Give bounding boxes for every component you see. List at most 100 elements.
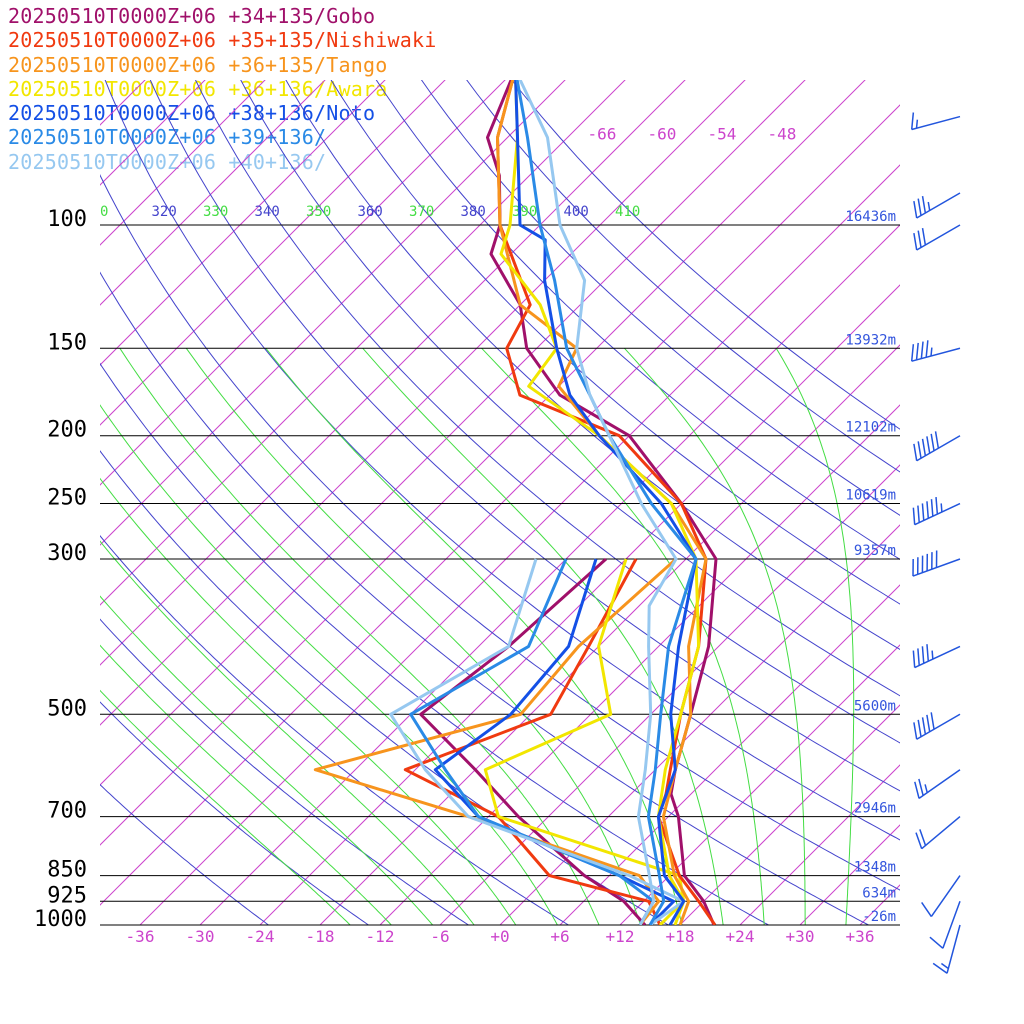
- wind-barb-staff: [916, 713, 961, 740]
- temperature-tick-label: -30: [186, 927, 215, 946]
- isotherm-line: [100, 80, 326, 306]
- isotherm-line: [319, 344, 900, 925]
- wind-barb-flag: [932, 962, 948, 974]
- isotherm-line: [859, 884, 900, 925]
- wind-barb-flag: [918, 778, 924, 796]
- moist-adiabat-line: [185, 348, 642, 925]
- temperature-profile-line: [486, 80, 718, 925]
- isotherm-line: [0, 0, 3, 940]
- temperature-tick-label: -36: [126, 927, 155, 946]
- wind-barb-flag: [921, 228, 927, 246]
- wind-barb-flag: [929, 936, 944, 949]
- moist-adiabat-line: [624, 347, 806, 925]
- isotherm-line: [100, 80, 266, 246]
- wind-barb-flag: [934, 431, 940, 449]
- wind-barb-staff: [911, 347, 961, 362]
- height-label: 9357m: [854, 543, 896, 559]
- wind-barb-flag: [917, 198, 922, 216]
- temperature-tick-label: -6: [430, 927, 449, 946]
- pressure-tick-label: 150: [47, 330, 87, 355]
- dry-adiabat-line: [100, 784, 270, 925]
- background-lines: [0, 0, 1024, 940]
- wind-barb-flag: [917, 719, 922, 737]
- wind-barb-staff: [918, 769, 961, 799]
- theta-label: 380: [461, 204, 486, 220]
- wind-barb: [912, 550, 961, 577]
- wind-barb: [910, 340, 961, 362]
- theta-label: 0: [100, 204, 108, 220]
- pressure-tick-label: 100: [47, 207, 87, 232]
- isotherm-line: [100, 80, 386, 366]
- wind-barb: [910, 112, 961, 131]
- wind-barb-flag: [914, 781, 920, 799]
- wind-barb-flag: [910, 344, 915, 362]
- wind-barb-flag: [926, 714, 931, 732]
- isotherm-line: [100, 80, 206, 186]
- wind-barb: [915, 815, 961, 850]
- temperature-tick-label: +0: [490, 927, 509, 946]
- height-label: 1348m: [854, 860, 896, 876]
- dry-adiabat-line: [466, 80, 900, 473]
- dewpoint-profile-line: [419, 557, 647, 925]
- temperature-tick-label: -24: [246, 927, 275, 946]
- isotherm-line: [100, 80, 866, 846]
- isotherm-line: [139, 164, 900, 925]
- wind-barb-flag: [921, 646, 925, 664]
- wind-barb-flag: [917, 505, 920, 523]
- wind-barb-flag: [921, 195, 927, 214]
- wind-barb-flag: [913, 722, 918, 740]
- isotherm-line: [100, 80, 446, 426]
- isotherm-line: [100, 80, 806, 786]
- wind-barb: [913, 192, 961, 219]
- isotherm-line: [965, 0, 1024, 940]
- pressure-tick-label: 1000: [34, 907, 87, 932]
- wind-barb-flag: [917, 230, 922, 248]
- wind-barb-half-flag: [931, 650, 934, 660]
- wind-barb-flag: [913, 443, 918, 461]
- moist-adiabat-line: [100, 595, 434, 925]
- isotherm-label: -60: [647, 125, 676, 144]
- temperature-tick-label: +6: [550, 927, 569, 946]
- wind-barb-half-flag: [940, 962, 949, 970]
- wind-barb-flag: [930, 712, 935, 730]
- dry-adiabat-line: [375, 80, 900, 560]
- isotherm-label: -66: [587, 125, 616, 144]
- isotherm-line: [379, 404, 900, 925]
- wind-barb-flag: [926, 436, 931, 454]
- wind-barb-staff: [911, 115, 961, 131]
- wind-barb-flag: [919, 829, 927, 846]
- wind-barb-staff: [930, 875, 961, 917]
- wind-barb-flag: [917, 648, 920, 666]
- isotherm-line: [619, 644, 900, 925]
- wind-barb: [912, 644, 961, 669]
- temperature-tick-label: +12: [606, 927, 635, 946]
- isotherm-line: [559, 584, 900, 925]
- wind-barb-staff: [916, 224, 961, 251]
- wind-barb-flag: [912, 507, 916, 525]
- wind-barb-half-flag: [924, 784, 928, 793]
- moist-adiabat-line: [100, 689, 351, 925]
- dewpoint-profile-line: [409, 558, 656, 925]
- wind-barb-flag: [917, 441, 922, 459]
- theta-label: 330: [203, 204, 228, 220]
- dry-adiabat-line: [100, 362, 770, 925]
- theta-label: 360: [358, 204, 383, 220]
- wind-barb-flag: [913, 200, 918, 219]
- wind-barb: [914, 769, 961, 799]
- pressure-tick-label: 700: [47, 799, 87, 824]
- pressure-tick-label: 500: [47, 696, 87, 721]
- wind-barb: [932, 924, 961, 974]
- dry-adiabat-line: [100, 271, 870, 925]
- wind-barb-flag: [915, 832, 923, 849]
- isotherm-line: [905, 0, 1024, 940]
- dry-adiabat-line: [100, 450, 670, 925]
- legend-item-tango: 20250510T0000Z+06 +36+135/Tango: [8, 52, 388, 77]
- theta-label: 400: [564, 204, 589, 220]
- theta-label: 320: [152, 204, 177, 220]
- legend-item-40-136: 20250510T0000Z+06 +40+136/: [8, 149, 327, 174]
- wind-barbs: [910, 112, 961, 974]
- dewpoint-profile-line: [389, 558, 686, 925]
- dry-adiabat-line: [100, 701, 370, 925]
- wind-barb-flag: [930, 433, 935, 451]
